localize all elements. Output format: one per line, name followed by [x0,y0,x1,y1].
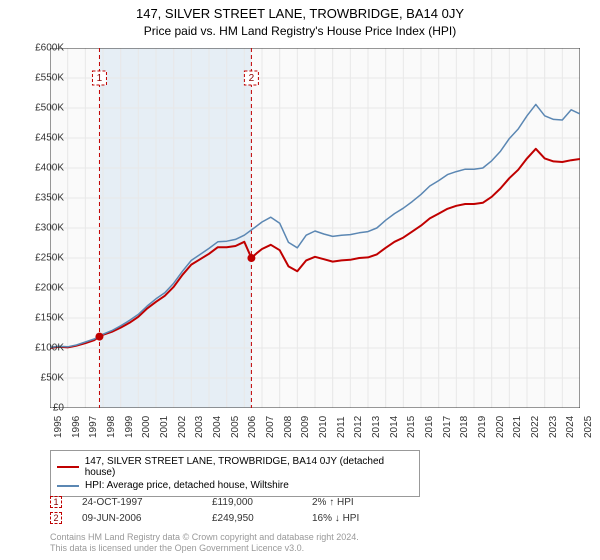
xtick-label: 2012 [353,416,364,438]
ytick-label: £50K [41,373,64,384]
xtick-label: 1995 [53,416,64,438]
xtick-label: 2004 [212,416,223,438]
sale-row: 2 09-JUN-2006 £249,950 16% ↓ HPI [50,510,392,526]
xtick-label: 1997 [88,416,99,438]
xtick-label: 2019 [477,416,488,438]
svg-text:1: 1 [97,73,103,84]
ytick-label: £200K [35,283,64,294]
ytick-label: £600K [35,43,64,54]
sale-date: 09-JUN-2006 [82,513,192,524]
xtick-label: 1996 [71,416,82,438]
sale-price: £249,950 [212,513,292,524]
sale-delta: 16% ↓ HPI [312,513,392,524]
xtick-label: 2002 [177,416,188,438]
sale-delta: 2% ↑ HPI [312,497,392,508]
xtick-label: 2021 [512,416,523,438]
plot-svg: 12 [50,48,580,408]
xtick-label: 2001 [159,416,170,438]
legend: 147, SILVER STREET LANE, TROWBRIDGE, BA1… [50,450,420,497]
legend-label: 147, SILVER STREET LANE, TROWBRIDGE, BA1… [85,456,413,478]
xtick-label: 2011 [336,416,347,438]
title-subtitle: Price paid vs. HM Land Registry's House … [0,24,600,38]
xtick-label: 2013 [371,416,382,438]
xtick-label: 2023 [548,416,559,438]
ytick-label: £450K [35,133,64,144]
xtick-label: 2007 [265,416,276,438]
ytick-label: £350K [35,193,64,204]
legend-row: 147, SILVER STREET LANE, TROWBRIDGE, BA1… [57,455,413,479]
xtick-label: 2022 [530,416,541,438]
xtick-label: 2014 [389,416,400,438]
xtick-label: 1998 [106,416,117,438]
ytick-label: £400K [35,163,64,174]
xtick-label: 2008 [283,416,294,438]
xtick-label: 2000 [141,416,152,438]
footer-line: Contains HM Land Registry data © Crown c… [50,532,359,543]
sale-marker: 1 [50,496,62,508]
ytick-label: £300K [35,223,64,234]
ytick-label: £150K [35,313,64,324]
footer-line: This data is licensed under the Open Gov… [50,543,359,554]
ytick-label: £550K [35,73,64,84]
sale-marker: 2 [50,512,62,524]
legend-swatch [57,485,79,487]
xtick-label: 2018 [459,416,470,438]
ytick-label: £0 [53,403,64,414]
footer: Contains HM Land Registry data © Crown c… [50,532,359,554]
xtick-label: 2010 [318,416,329,438]
xtick-label: 2020 [495,416,506,438]
xtick-label: 2005 [230,416,241,438]
xtick-label: 2024 [565,416,576,438]
svg-text:2: 2 [249,73,255,84]
chart-container: 147, SILVER STREET LANE, TROWBRIDGE, BA1… [0,0,600,560]
ytick-label: £100K [35,343,64,354]
chart-area: 12 [50,48,580,408]
legend-row: HPI: Average price, detached house, Wilt… [57,479,413,492]
sale-price: £119,000 [212,497,292,508]
xtick-label: 2025 [583,416,594,438]
xtick-label: 2006 [247,416,258,438]
ytick-label: £250K [35,253,64,264]
xtick-label: 2015 [406,416,417,438]
xtick-label: 2003 [194,416,205,438]
legend-swatch [57,466,79,468]
sale-row: 1 24-OCT-1997 £119,000 2% ↑ HPI [50,494,392,510]
xtick-label: 2017 [442,416,453,438]
sales-table: 1 24-OCT-1997 £119,000 2% ↑ HPI 2 09-JUN… [50,494,392,526]
xtick-label: 1999 [124,416,135,438]
title-block: 147, SILVER STREET LANE, TROWBRIDGE, BA1… [0,0,600,40]
xtick-label: 2016 [424,416,435,438]
legend-label: HPI: Average price, detached house, Wilt… [85,480,289,491]
title-address: 147, SILVER STREET LANE, TROWBRIDGE, BA1… [0,6,600,21]
ytick-label: £500K [35,103,64,114]
sale-date: 24-OCT-1997 [82,497,192,508]
xtick-label: 2009 [300,416,311,438]
